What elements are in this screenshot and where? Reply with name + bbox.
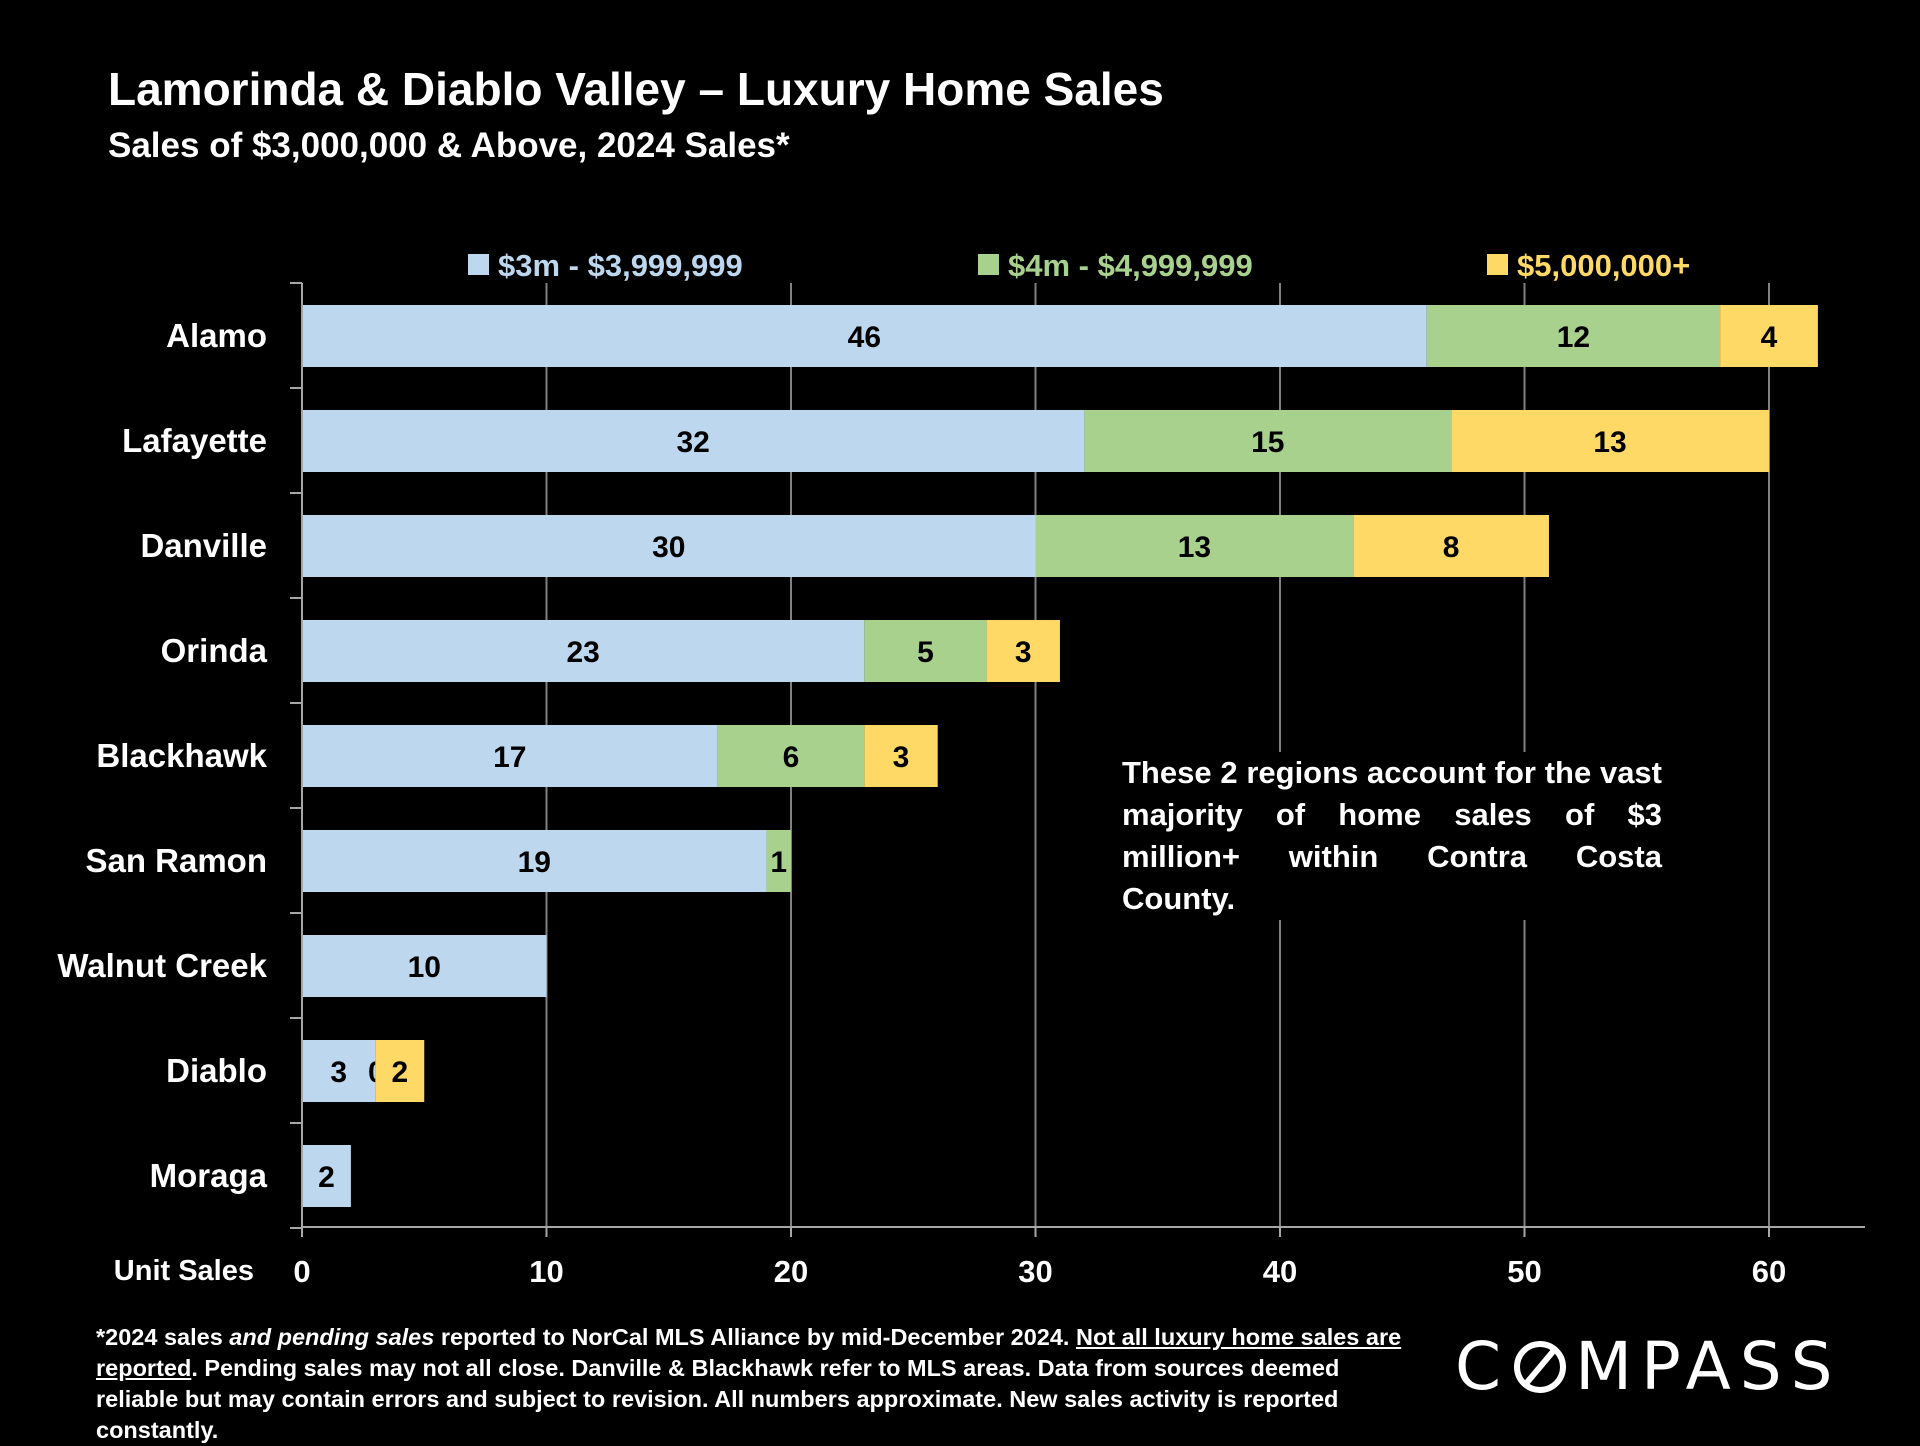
data-label-diablo-series-3: 2 <box>391 1056 408 1089</box>
x-tick-label-50: 50 <box>1507 1254 1541 1289</box>
logo-o-icon <box>1514 1341 1567 1393</box>
footnote-text-4: Not all luxury home sales are reported <box>96 1324 1402 1381</box>
category-label-orinda: Orinda <box>161 632 268 669</box>
data-label-danville-series-2: 13 <box>1178 531 1211 564</box>
bar-walnut-creek-series-1 <box>302 935 547 997</box>
data-label-blackhawk-series-2: 6 <box>783 741 800 774</box>
category-label-lafayette: Lafayette <box>122 422 267 459</box>
category-label-walnut-creek: Walnut Creek <box>57 947 267 984</box>
footnote-text-5: . Pending sales may not all close. Danvi… <box>96 1355 1340 1443</box>
bar-alamo-series-1 <box>302 305 1427 367</box>
x-tick-label-30: 30 <box>1018 1254 1052 1289</box>
logo-letters: MPASS <box>1575 1328 1842 1405</box>
bar-danville-series-2 <box>1035 515 1354 577</box>
bar-diablo-series-3 <box>375 1040 425 1102</box>
data-label-orinda-series-1: 23 <box>566 636 599 669</box>
chart-title: Lamorinda & Diablo Valley – Luxury Home … <box>108 63 1164 115</box>
x-axis-label: Unit Sales <box>114 1255 254 1287</box>
data-label-lafayette-series-1: 32 <box>677 426 710 459</box>
chart-annotation: These 2 regions account for the vast maj… <box>1118 752 1666 920</box>
category-label-blackhawk: Blackhawk <box>96 737 267 774</box>
bar-san-ramon-series-1 <box>302 830 767 892</box>
bar-moraga-series-1 <box>302 1145 351 1207</box>
category-label-alamo: Alamo <box>166 317 267 354</box>
bar-alamo-series-2 <box>1426 305 1721 367</box>
x-tick-label-10: 10 <box>529 1254 563 1289</box>
data-label-danville-series-1: 30 <box>652 531 685 564</box>
bar-danville-series-3 <box>1353 515 1549 577</box>
bar-lafayette-series-1 <box>302 410 1085 472</box>
data-label-orinda-series-3: 3 <box>1015 636 1032 669</box>
data-label-danville-series-3: 8 <box>1443 531 1460 564</box>
x-tick-label-40: 40 <box>1263 1254 1297 1289</box>
data-label-lafayette-series-2: 15 <box>1251 426 1284 459</box>
data-label-diablo-series-1: 3 <box>330 1056 347 1089</box>
data-label-alamo-series-2: 12 <box>1557 321 1590 354</box>
footnote: *2024 sales and pending sales reported t… <box>96 1322 1426 1446</box>
legend-label-3: $5,000,000+ <box>1517 248 1690 283</box>
data-label-walnut-creek-series-1: 10 <box>408 951 441 984</box>
bar-alamo-series-3 <box>1720 305 1818 367</box>
legend-label-2: $4m - $4,999,999 <box>1008 248 1253 283</box>
chart-subtitle: Sales of $3,000,000 & Above, 2024 Sales* <box>108 126 790 165</box>
bar-lafayette-series-2 <box>1084 410 1452 472</box>
data-label-blackhawk-series-1: 17 <box>493 741 526 774</box>
footnote-text-3: reported to NorCal MLS Alliance by mid-D… <box>434 1324 1076 1350</box>
bar-danville-series-1 <box>302 515 1036 577</box>
logo-letter-c: C <box>1455 1328 1511 1405</box>
bar-blackhawk-series-1 <box>302 725 718 787</box>
x-tick-label-20: 20 <box>774 1254 808 1289</box>
bar-san-ramon-series-2 <box>766 830 791 892</box>
legend-swatch-3 <box>1487 254 1508 275</box>
legend-label-1: $3m - $3,999,999 <box>498 248 743 283</box>
bar-blackhawk-series-3 <box>864 725 938 787</box>
bar-diablo-series-1 <box>302 1040 376 1102</box>
category-label-moraga: Moraga <box>150 1157 268 1194</box>
x-tick-label-0: 0 <box>293 1254 310 1289</box>
bar-orinda-series-2 <box>864 620 987 682</box>
category-label-san-ramon: San Ramon <box>85 842 267 879</box>
bar-blackhawk-series-2 <box>717 725 865 787</box>
bar-orinda-series-3 <box>986 620 1060 682</box>
legend-swatch-1 <box>468 254 489 275</box>
bar-orinda-series-1 <box>302 620 865 682</box>
data-label-san-ramon-series-2: 1 <box>770 846 787 879</box>
footnote-text-1: *2024 sales <box>96 1324 230 1350</box>
bar-lafayette-series-3 <box>1451 410 1769 472</box>
data-label-orinda-series-2: 5 <box>917 636 934 669</box>
data-label-moraga-series-1: 2 <box>318 1161 335 1194</box>
category-label-diablo: Diablo <box>166 1052 267 1089</box>
data-label-lafayette-series-3: 13 <box>1593 426 1626 459</box>
category-label-danville: Danville <box>140 527 267 564</box>
data-label-alamo-series-3: 4 <box>1761 321 1778 354</box>
footnote-text-2: and pending sales <box>229 1324 435 1350</box>
data-label-san-ramon-series-1: 19 <box>518 846 551 879</box>
compass-logo: C MPASS <box>1455 1328 1842 1405</box>
data-label-alamo-series-1: 46 <box>848 321 881 354</box>
legend-swatch-2 <box>978 254 999 275</box>
stacked-bar-chart: $3m - $3,999,999 $4m - $4,999,999 $5,000,0… <box>57 248 1865 1289</box>
data-label-blackhawk-series-3: 3 <box>893 741 910 774</box>
x-tick-label-60: 60 <box>1752 1254 1786 1289</box>
